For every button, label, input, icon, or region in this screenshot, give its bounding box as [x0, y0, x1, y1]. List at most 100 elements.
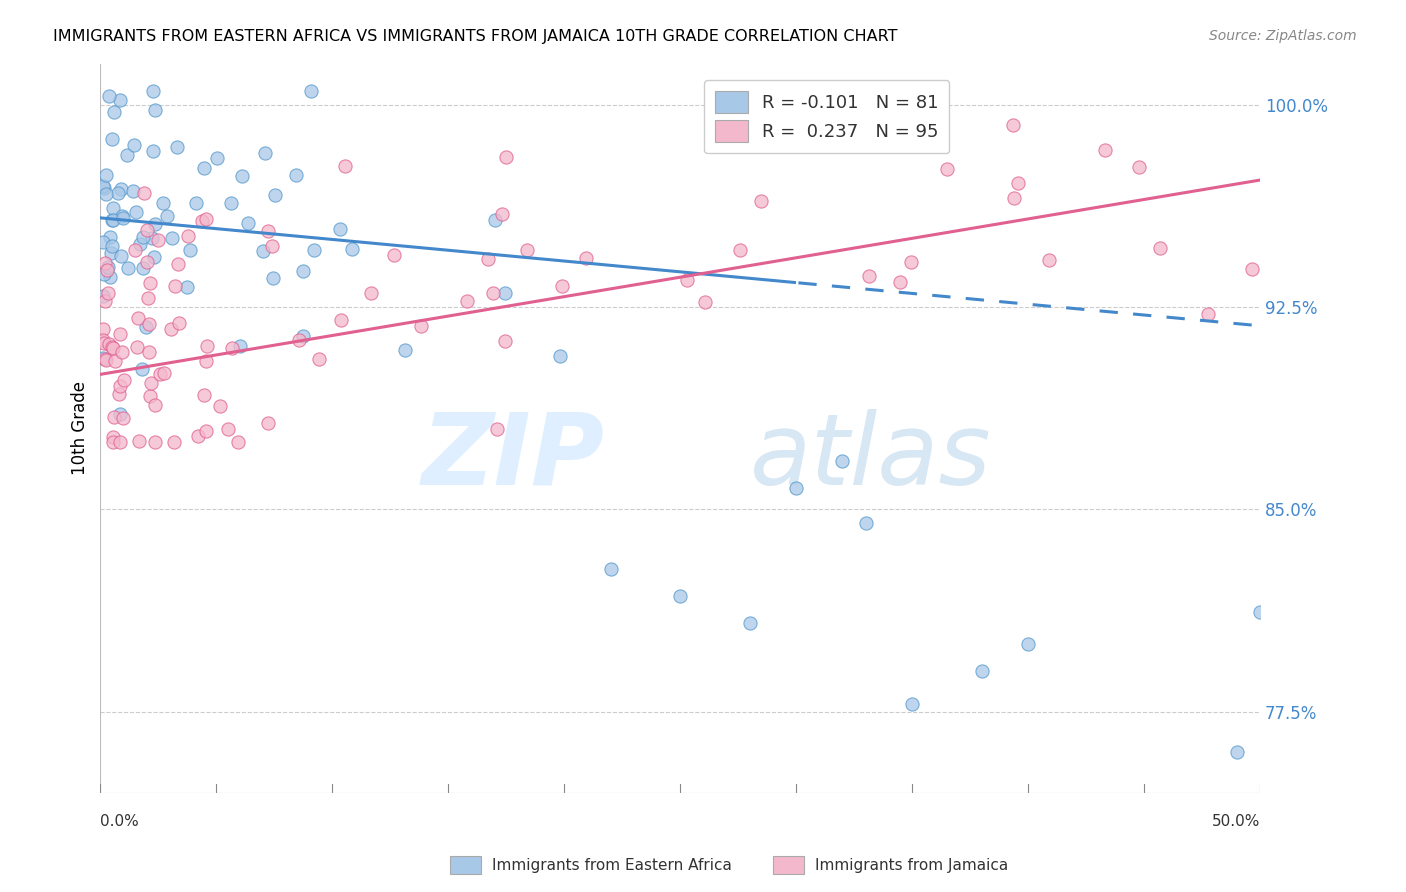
- Point: [132, 230, 155, 244]
- Text: Immigrants from Eastern Africa: Immigrants from Eastern Africa: [492, 858, 733, 872]
- Point: [675, 272, 697, 286]
- Point: [112, 211, 135, 226]
- Point: [340, 242, 363, 256]
- Point: [179, 243, 201, 257]
- Point: [98, 230, 121, 244]
- Point: [1002, 118, 1025, 132]
- Text: Source: ZipAtlas.com: Source: ZipAtlas.com: [1209, 29, 1357, 43]
- Text: 50.0%: 50.0%: [1212, 814, 1260, 830]
- Point: [209, 399, 232, 413]
- Point: [494, 334, 516, 348]
- Point: [167, 317, 190, 331]
- Point: [193, 161, 215, 175]
- Point: [94, 351, 117, 366]
- Point: [254, 146, 277, 161]
- Point: [110, 407, 132, 421]
- Point: [1017, 637, 1039, 651]
- Point: [101, 239, 124, 253]
- Point: [152, 196, 174, 211]
- Point: [146, 233, 169, 247]
- Point: [112, 373, 135, 387]
- Point: [107, 387, 129, 401]
- Point: [135, 222, 157, 236]
- Point: [551, 279, 574, 293]
- Point: [330, 313, 353, 327]
- Point: [599, 561, 621, 575]
- Point: [384, 248, 406, 262]
- Point: [165, 278, 187, 293]
- Point: [111, 209, 134, 223]
- Point: [785, 481, 807, 495]
- Point: [548, 349, 571, 363]
- Point: [112, 410, 135, 425]
- Point: [484, 213, 506, 227]
- Point: [1240, 262, 1263, 277]
- Point: [728, 243, 751, 257]
- Point: [411, 318, 433, 333]
- Point: [262, 271, 284, 285]
- Point: [143, 434, 166, 449]
- Point: [129, 236, 152, 251]
- Point: [177, 229, 200, 244]
- Point: [107, 186, 129, 200]
- Point: [103, 105, 125, 120]
- Point: [135, 255, 157, 269]
- Point: [139, 276, 162, 290]
- Point: [491, 207, 513, 221]
- Point: [219, 196, 242, 211]
- Point: [217, 422, 239, 436]
- Point: [98, 88, 121, 103]
- Point: [138, 345, 160, 359]
- Point: [738, 615, 761, 630]
- Point: [96, 168, 118, 182]
- Point: [143, 217, 166, 231]
- Point: [486, 422, 509, 436]
- Point: [100, 246, 122, 260]
- Point: [94, 294, 117, 309]
- Point: [103, 434, 125, 449]
- Point: [101, 131, 124, 145]
- Point: [135, 319, 157, 334]
- Point: [93, 335, 115, 350]
- Text: IMMIGRANTS FROM EASTERN AFRICA VS IMMIGRANTS FROM JAMAICA 10TH GRADE CORRELATION: IMMIGRANTS FROM EASTERN AFRICA VS IMMIGR…: [53, 29, 898, 44]
- Point: [292, 329, 315, 343]
- Point: [695, 295, 717, 310]
- Point: [187, 428, 209, 442]
- Text: Immigrants from Jamaica: Immigrants from Jamaica: [815, 858, 1008, 872]
- Point: [97, 260, 120, 274]
- Point: [190, 214, 212, 228]
- Point: [91, 351, 114, 365]
- Point: [91, 235, 114, 250]
- Point: [96, 263, 118, 277]
- Point: [477, 252, 499, 266]
- Point: [104, 354, 127, 368]
- Point: [110, 345, 132, 359]
- Point: [194, 354, 217, 368]
- Point: [94, 256, 117, 270]
- Point: [91, 178, 114, 193]
- Legend: R = -0.101   N = 81, R =  0.237   N = 95: R = -0.101 N = 81, R = 0.237 N = 95: [704, 80, 949, 153]
- Point: [193, 387, 215, 401]
- Point: [94, 352, 117, 367]
- Point: [287, 333, 309, 347]
- Point: [900, 255, 922, 269]
- Point: [360, 285, 382, 300]
- Point: [901, 697, 924, 711]
- Point: [1002, 191, 1025, 205]
- Point: [195, 211, 218, 226]
- Point: [127, 311, 149, 326]
- Point: [101, 213, 124, 227]
- Point: [149, 368, 172, 382]
- Point: [136, 291, 159, 305]
- Point: [91, 333, 114, 347]
- Point: [132, 261, 155, 276]
- Point: [1038, 252, 1060, 267]
- Point: [132, 186, 155, 201]
- Point: [252, 244, 274, 259]
- Point: [186, 196, 208, 211]
- Point: [142, 84, 165, 98]
- Point: [228, 339, 250, 353]
- Point: [167, 257, 190, 271]
- Point: [139, 389, 162, 403]
- Point: [495, 150, 517, 164]
